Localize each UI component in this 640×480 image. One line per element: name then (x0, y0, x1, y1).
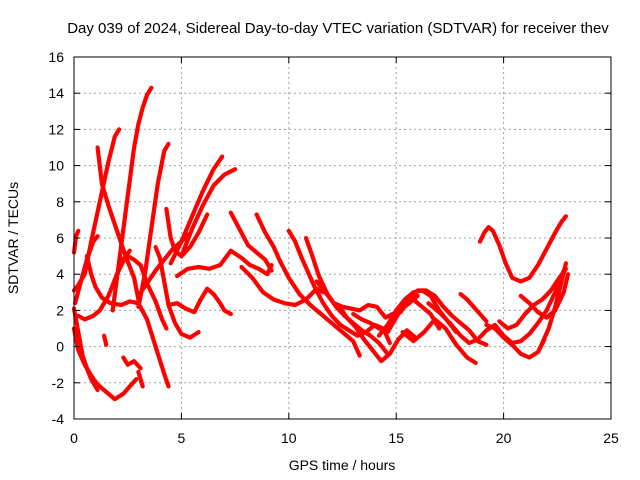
series-arc-28 (336, 302, 418, 364)
series-arc-22 (228, 210, 274, 273)
series-arc-19 (168, 154, 225, 266)
y-tick-label: -4 (52, 411, 65, 427)
series-arc-14 (102, 333, 109, 347)
y-tick-label: 0 (56, 339, 64, 355)
x-tick-label: 25 (603, 430, 619, 446)
series-arc-08 (84, 254, 171, 389)
series-layer (71, 85, 571, 402)
x-tick-label: 10 (281, 430, 297, 446)
series-arc-12 (121, 355, 143, 371)
y-tick-label: 6 (56, 230, 64, 246)
series-arc-09 (110, 85, 154, 313)
x-tick-label: 15 (388, 430, 404, 446)
axis-tick-labels: 0 5 10 15 20 25 -4 -2 0 2 4 6 8 10 12 14 16 (48, 49, 619, 446)
series-arc-39 (540, 261, 568, 346)
series-arc-32 (400, 317, 478, 365)
series-arc-38 (518, 272, 571, 320)
series-arc-29 (351, 297, 442, 335)
x-tick-label: 5 (178, 430, 186, 446)
series-arc-36 (484, 322, 547, 360)
series-arc-21 (175, 248, 274, 279)
y-tick-label: 2 (56, 302, 64, 318)
chart-title: Day 039 of 2024, Sidereal Day-to-day VTE… (67, 20, 609, 37)
y-tick-label: 16 (48, 49, 64, 65)
y-tick-label: 4 (56, 266, 64, 282)
grid (74, 57, 611, 419)
series-arc-34 (458, 292, 489, 324)
series-arc-07 (95, 145, 141, 302)
y-tick-label: 8 (56, 194, 64, 210)
y-tick-label: -2 (52, 375, 65, 391)
y-tick-label: 10 (48, 158, 64, 174)
series-arc-05 (71, 306, 100, 393)
series-arc-20 (179, 167, 238, 259)
series-arc-13 (136, 369, 145, 389)
series-arc-11 (136, 141, 171, 309)
x-axis-label: GPS time / hours (289, 457, 396, 473)
y-axis-label: SDTVAR / TECUs (5, 182, 21, 294)
y-tick-label: 14 (48, 85, 64, 101)
y-tick-label: 12 (48, 121, 64, 137)
series-arc-24 (254, 212, 362, 358)
x-tick-label: 0 (70, 430, 78, 446)
series-arc-35 (477, 214, 568, 284)
axis-ticks (73, 56, 612, 420)
series-arc-02 (71, 228, 81, 255)
series-arc-23 (239, 264, 326, 308)
series-arc-18 (166, 286, 233, 317)
series-arc-31 (398, 288, 489, 347)
x-tick-label: 20 (496, 430, 512, 446)
